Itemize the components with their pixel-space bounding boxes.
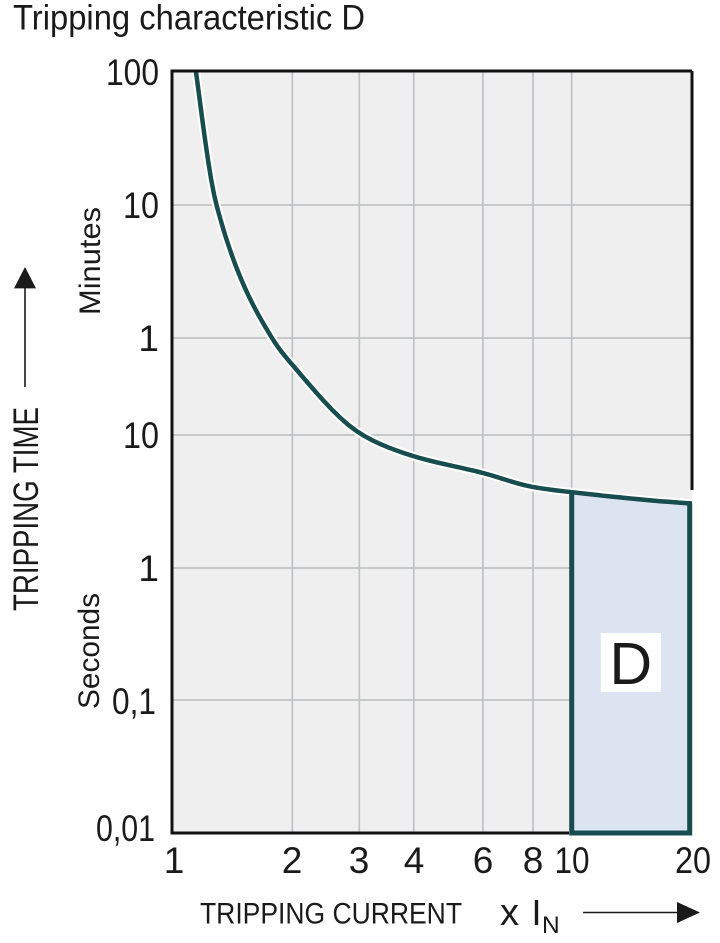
svg-text:6: 6 (473, 840, 494, 881)
svg-text:3: 3 (349, 840, 370, 881)
svg-text:8: 8 (523, 840, 544, 881)
svg-text:I: I (532, 892, 542, 933)
svg-text:10: 10 (555, 840, 590, 881)
svg-text:1: 1 (138, 548, 159, 589)
svg-text:4: 4 (404, 840, 425, 881)
svg-text:2: 2 (282, 840, 303, 881)
svg-text:x: x (500, 892, 519, 934)
svg-text:0,01: 0,01 (96, 808, 155, 849)
svg-text:Seconds: Seconds (73, 593, 106, 709)
svg-text:TRIPPING CURRENT: TRIPPING CURRENT (200, 898, 462, 931)
svg-text:TRIPPING TIME: TRIPPING TIME (6, 407, 46, 611)
svg-text:Tripping characteristic D: Tripping characteristic D (13, 0, 365, 38)
svg-text:Minutes: Minutes (74, 207, 107, 315)
svg-text:10: 10 (123, 415, 159, 456)
svg-text:1: 1 (138, 318, 159, 359)
svg-text:1: 1 (164, 840, 185, 881)
svg-text:20: 20 (675, 840, 711, 881)
svg-text:N: N (542, 912, 560, 939)
svg-text:100: 100 (106, 52, 159, 93)
svg-text:D: D (609, 631, 652, 697)
svg-text:0,1: 0,1 (112, 681, 156, 722)
svg-text:10: 10 (123, 185, 159, 226)
